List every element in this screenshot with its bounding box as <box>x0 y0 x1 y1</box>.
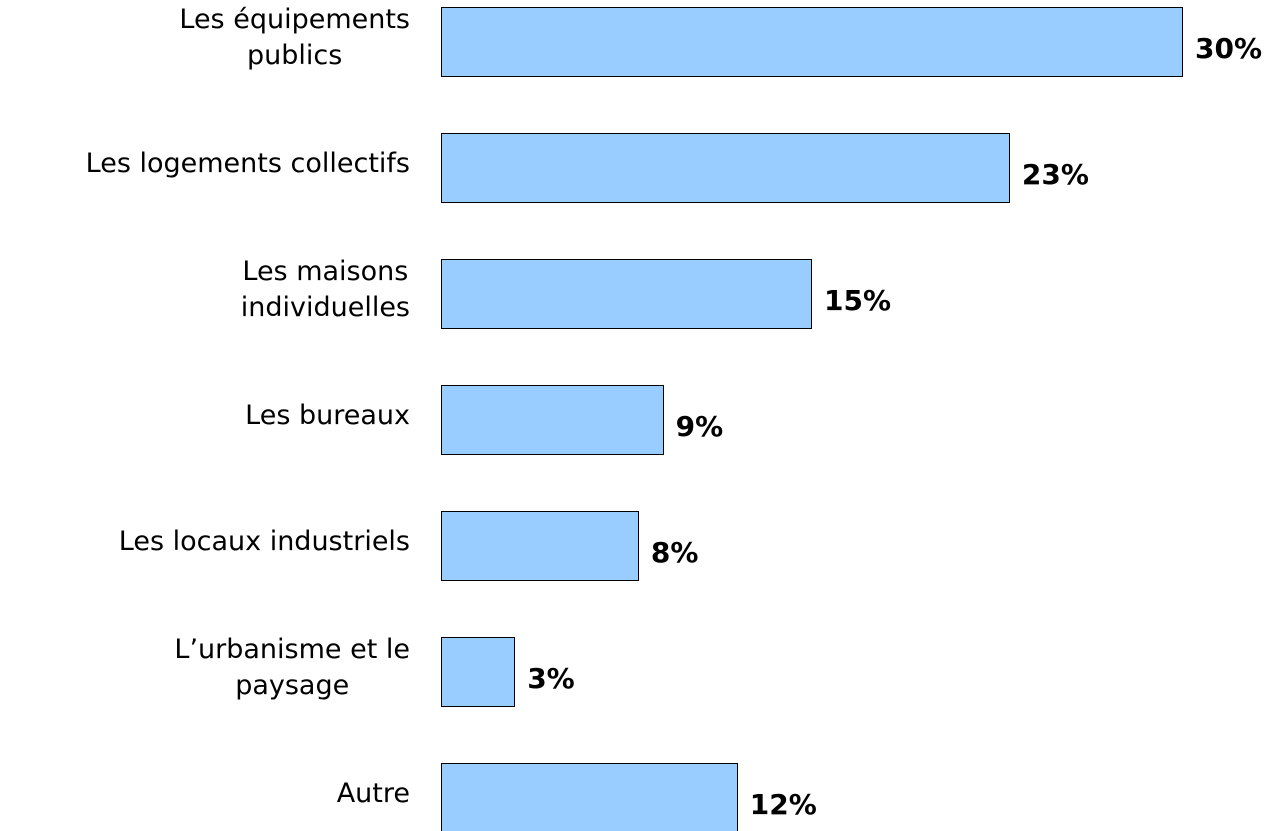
bar <box>441 763 738 831</box>
value-label: 23% <box>1021 158 1089 192</box>
value-label: 3% <box>527 662 575 696</box>
value-label: 9% <box>675 410 724 444</box>
category-label: L’urbanisme et le paysage <box>174 634 410 701</box>
bar <box>441 385 664 455</box>
category-label: Les locaux industriels <box>118 526 410 557</box>
bar <box>441 7 1183 77</box>
bar <box>441 511 639 581</box>
category-label: Les maisons individuelles <box>240 256 410 323</box>
bar <box>441 637 516 707</box>
category-label: Les équipements publics <box>179 4 410 71</box>
value-label: 15% <box>824 284 892 318</box>
bar <box>441 259 812 329</box>
value-label: 30% <box>1195 32 1263 66</box>
value-label: 8% <box>650 536 699 570</box>
category-label: Les bureaux <box>245 400 410 431</box>
bar <box>441 133 1010 203</box>
category-label: Les logements collectifs <box>85 148 410 179</box>
category-label: Autre <box>336 778 410 809</box>
value-label: 12% <box>749 788 817 822</box>
